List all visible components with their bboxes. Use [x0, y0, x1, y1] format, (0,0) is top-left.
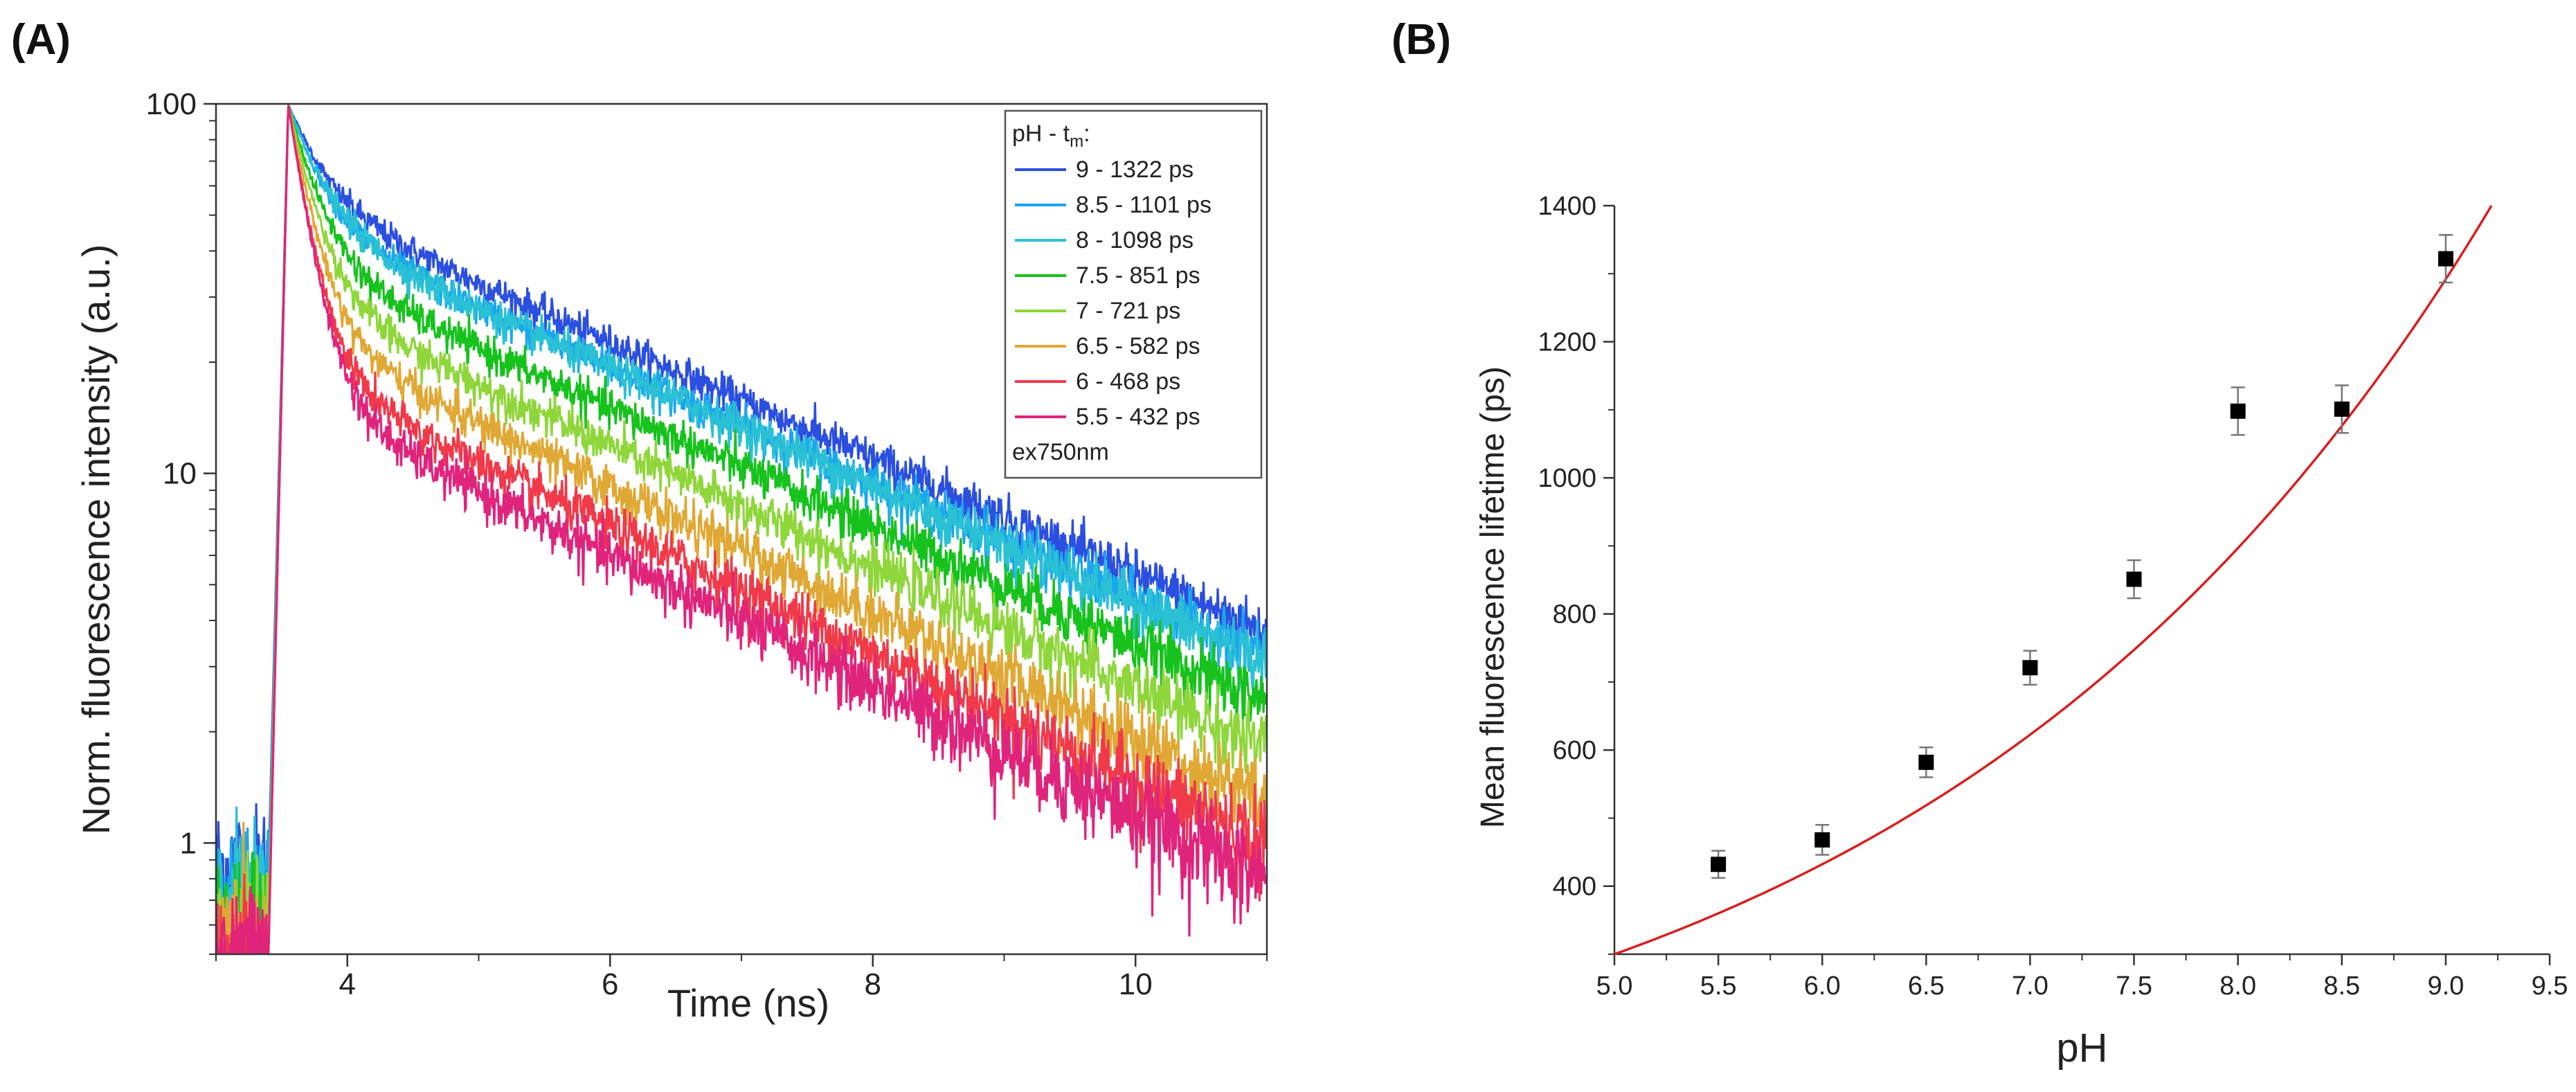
y-tick-label-a: 1 — [180, 826, 197, 860]
legend-entry: 6 - 468 ps — [1076, 368, 1180, 395]
data-point-7 — [2334, 384, 2350, 434]
legend-entry: 8.5 - 1101 ps — [1076, 192, 1212, 218]
fit-curve — [1614, 205, 2493, 956]
legend-entry: 7.5 - 851 ps — [1076, 262, 1200, 289]
x-tick-label-b: 5.0 — [1596, 972, 1633, 1001]
data-point-8 — [2438, 234, 2453, 284]
legend-note: ex750nm — [1012, 439, 1109, 465]
data-point-2 — [1814, 824, 1830, 856]
x-tick-label-b: 6.5 — [1908, 972, 1945, 1001]
legend-entry: 5.5 - 432 ps — [1076, 404, 1200, 430]
decay-curve-1 — [216, 104, 1267, 954]
decay-curve-5 — [216, 105, 1267, 954]
point-marker — [2334, 401, 2350, 417]
point-marker — [2230, 403, 2246, 419]
y-axis-label-a: Norm. fluorescence intensity (a.u.) — [74, 244, 118, 835]
data-point-1 — [1711, 850, 1727, 879]
decay-curve-7 — [216, 105, 1267, 954]
x-tick-label-a: 10 — [1119, 967, 1153, 1001]
y-tick-label-a: 100 — [146, 87, 197, 121]
x-tick-label-b: 6.0 — [1804, 972, 1841, 1001]
x-tick-label-a: 6 — [602, 967, 618, 1001]
point-marker — [2126, 571, 2142, 587]
decay-curve-8 — [216, 105, 1267, 954]
decay-curve-3 — [216, 104, 1267, 954]
panel-a-label: (A) — [11, 16, 71, 64]
point-marker — [2438, 251, 2453, 267]
x-tick-label-b: 9.5 — [2532, 972, 2568, 1001]
legend-entry: 8 - 1098 ps — [1076, 227, 1194, 253]
y-tick-label-b: 1200 — [1538, 328, 1596, 357]
x-tick-label-a: 8 — [865, 967, 881, 1001]
panel-b-label: (B) — [1391, 16, 1452, 64]
data-point-6 — [2230, 386, 2246, 436]
data-point-3 — [1918, 746, 1934, 778]
y-tick-label-a: 10 — [163, 457, 197, 491]
x-tick-label-a: 4 — [339, 967, 356, 1001]
decay-chart: 4 6 8 10 1 10 100 Time (ns) Norm. fluorescence i… — [74, 87, 1268, 1025]
y-tick-label-b: 1000 — [1538, 464, 1596, 493]
y-tick-label-b: 400 — [1553, 872, 1596, 902]
point-marker — [1814, 832, 1830, 848]
x-axis-label-b: pH — [2056, 1026, 2107, 1071]
x-tick-label-b: 7.5 — [2116, 972, 2152, 1001]
x-tick-label-b: 8.5 — [2323, 972, 2360, 1001]
legend-entry: 7 - 721 ps — [1076, 298, 1180, 324]
legend-title: pH - tm: — [1012, 120, 1090, 151]
data-point-5 — [2126, 559, 2142, 600]
y-tick-label-b: 600 — [1553, 736, 1596, 765]
x-tick-label-b: 5.5 — [1700, 972, 1737, 1001]
decay-curve-4 — [216, 104, 1267, 954]
data-point-4 — [2022, 650, 2038, 686]
y-axis-label-b: Mean fluorescence lifetime (ps) — [1475, 366, 1511, 828]
legend-entry: 9 - 1322 ps — [1076, 156, 1194, 183]
point-marker — [1918, 754, 1934, 770]
legend-entry: 6.5 - 582 ps — [1076, 333, 1200, 359]
x-tick-label-b: 9.0 — [2427, 972, 2464, 1001]
y-tick-label-b: 1400 — [1538, 192, 1596, 221]
x-tick-label-b: 8.0 — [2219, 972, 2256, 1001]
point-marker — [2022, 660, 2038, 676]
x-axis-label-a: Time (ns) — [667, 981, 829, 1025]
x-tick-label-b: 7.0 — [2012, 972, 2048, 1001]
y-tick-label-b: 800 — [1553, 600, 1596, 629]
decay-curve-6 — [216, 105, 1267, 954]
decay-curves — [216, 104, 1267, 954]
point-marker — [1711, 857, 1727, 872]
